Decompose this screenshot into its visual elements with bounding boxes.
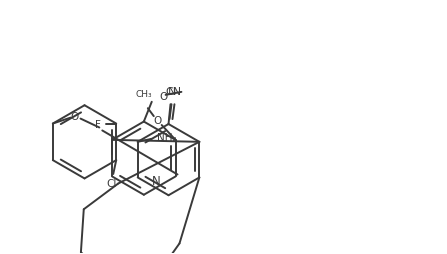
Text: O: O xyxy=(71,111,79,121)
Text: O: O xyxy=(160,91,168,101)
Text: Cl: Cl xyxy=(106,178,117,188)
Text: NH₂: NH₂ xyxy=(157,132,177,142)
Text: F: F xyxy=(94,119,101,129)
Text: CH₃: CH₃ xyxy=(135,90,152,99)
Text: N: N xyxy=(168,87,177,97)
Text: O: O xyxy=(154,116,162,125)
Text: CN: CN xyxy=(165,87,181,97)
Text: N: N xyxy=(152,174,160,187)
